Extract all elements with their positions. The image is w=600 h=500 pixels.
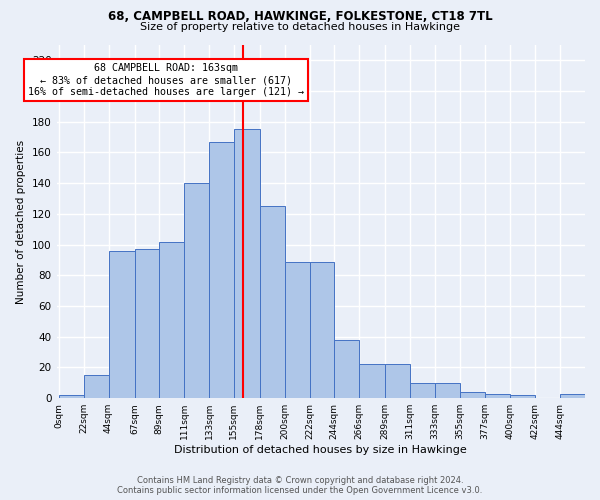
Text: 68 CAMPBELL ROAD: 163sqm
← 83% of detached houses are smaller (617)
16% of semi-: 68 CAMPBELL ROAD: 163sqm ← 83% of detach…: [28, 64, 304, 96]
Bar: [209, 142, 234, 398]
Bar: [234, 130, 260, 398]
Bar: [310, 262, 334, 398]
Bar: [109, 251, 134, 398]
Bar: [359, 364, 385, 398]
Bar: [134, 249, 160, 398]
Bar: [560, 394, 585, 398]
Bar: [284, 262, 310, 398]
Bar: [410, 383, 435, 398]
Bar: [59, 395, 84, 398]
Bar: [160, 242, 184, 398]
Bar: [334, 340, 359, 398]
Bar: [511, 395, 535, 398]
Text: 68, CAMPBELL ROAD, HAWKINGE, FOLKESTONE, CT18 7TL: 68, CAMPBELL ROAD, HAWKINGE, FOLKESTONE,…: [107, 10, 493, 23]
X-axis label: Distribution of detached houses by size in Hawkinge: Distribution of detached houses by size …: [175, 445, 467, 455]
Bar: [485, 394, 511, 398]
Bar: [435, 383, 460, 398]
Bar: [184, 183, 209, 398]
Y-axis label: Number of detached properties: Number of detached properties: [16, 140, 26, 304]
Bar: [460, 392, 485, 398]
Bar: [385, 364, 410, 398]
Text: Contains HM Land Registry data © Crown copyright and database right 2024.
Contai: Contains HM Land Registry data © Crown c…: [118, 476, 482, 495]
Text: Size of property relative to detached houses in Hawkinge: Size of property relative to detached ho…: [140, 22, 460, 32]
Bar: [260, 206, 284, 398]
Bar: [84, 375, 109, 398]
